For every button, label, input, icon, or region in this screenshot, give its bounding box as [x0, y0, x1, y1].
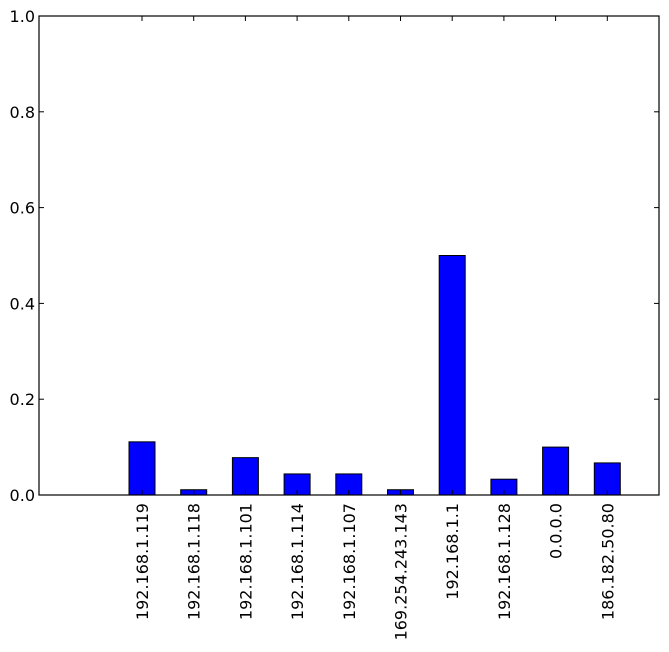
x-tick-label: 186.182.50.80: [598, 503, 617, 620]
x-tick-label: 192.168.1.114: [288, 503, 307, 620]
bar-0: [128, 441, 156, 496]
x-tick-label: 192.168.1.107: [340, 503, 359, 620]
x-tick-label: 192.168.1.101: [236, 503, 255, 620]
bar-2: [231, 457, 259, 496]
x-tick-label: 0.0.0.0: [547, 503, 566, 559]
x-tick-label: 192.168.1.119: [133, 503, 152, 620]
x-tick-label: 169.254.243.143: [392, 503, 411, 640]
bar-8: [542, 446, 570, 496]
bar-9: [593, 462, 621, 496]
y-tick-label: 0.0: [10, 486, 35, 505]
y-tick-label: 0.2: [10, 390, 35, 409]
x-tick-label: 192.168.1.128: [495, 503, 514, 620]
y-tick-label: 0.8: [10, 103, 35, 122]
y-tick-label: 1.0: [10, 7, 35, 26]
y-axis-ticks: 0.0 0.2 0.4 0.6 0.8 1.0: [10, 7, 659, 505]
plot-frame: [38, 15, 660, 496]
y-tick-label: 0.6: [10, 199, 35, 218]
bars-group: [128, 255, 621, 496]
x-tick-label: 192.168.1.1: [443, 503, 462, 600]
x-tick-label: 192.168.1.118: [185, 503, 204, 620]
bar-6: [438, 255, 466, 496]
y-tick-label: 0.4: [10, 294, 35, 313]
x-axis-ticks: 192.168.1.119 192.168.1.118 192.168.1.101 1…: [133, 16, 617, 640]
